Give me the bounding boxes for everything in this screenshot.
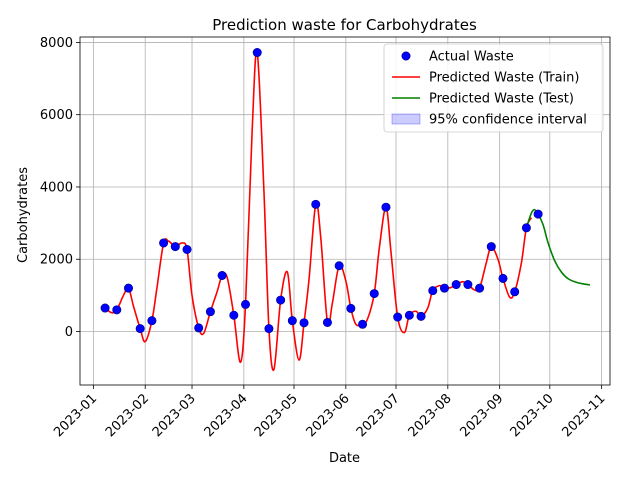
data-point	[475, 283, 485, 293]
data-point	[521, 223, 531, 233]
data-point	[276, 295, 286, 305]
axes	[79, 36, 611, 386]
legend-label: Predicted Waste (Train)	[429, 71, 579, 86]
y-axis-label: Carbohydrates	[16, 167, 31, 263]
data-point	[510, 287, 520, 297]
data-point	[100, 303, 110, 313]
data-point	[194, 323, 204, 333]
data-point	[463, 280, 473, 290]
data-point	[112, 305, 122, 315]
chart-title: Prediction waste for Carbohydrates	[212, 16, 477, 34]
x-axis-label: Date	[329, 451, 360, 466]
legend-label: 95% confidence interval	[429, 113, 587, 128]
data-point	[217, 271, 227, 281]
data-point	[170, 242, 180, 252]
data-point	[182, 244, 192, 254]
data-point	[381, 202, 391, 212]
data-point	[416, 311, 426, 321]
y-tick-label: 0	[65, 325, 73, 340]
data-point	[393, 312, 403, 322]
data-point	[486, 242, 496, 252]
legend-label: Actual Waste	[429, 50, 514, 65]
legend-marker	[401, 51, 411, 61]
data-point	[135, 324, 145, 334]
y-tick-label: 4000	[40, 180, 73, 195]
data-point	[428, 286, 438, 296]
data-point	[451, 280, 461, 290]
data-point	[159, 238, 169, 248]
data-point	[299, 318, 309, 328]
series-line-2	[525, 208, 591, 286]
data-point	[311, 199, 321, 209]
data-point	[147, 316, 157, 326]
legend-patch	[391, 113, 421, 125]
plot-area	[100, 48, 591, 372]
y-tick-label: 8000	[40, 36, 73, 51]
data-point	[229, 310, 239, 320]
data-point	[252, 48, 262, 58]
data-point	[264, 324, 274, 334]
data-point	[205, 307, 215, 317]
data-point	[346, 303, 356, 313]
y-tick-label: 2000	[40, 253, 73, 268]
data-point	[334, 261, 344, 271]
data-point	[322, 317, 332, 327]
legend-label: Predicted Waste (Test)	[429, 92, 574, 107]
data-point	[498, 273, 508, 283]
data-point	[358, 319, 368, 329]
axes-frame	[79, 36, 611, 386]
data-point	[369, 289, 379, 299]
data-point	[439, 283, 449, 293]
data-point	[404, 310, 414, 320]
data-point	[241, 299, 251, 309]
data-point	[123, 283, 133, 293]
legend-box	[383, 43, 604, 133]
data-point	[287, 316, 297, 326]
legend: Actual Waste Predicted Waste (Train) Predi…	[383, 43, 604, 133]
data-point	[533, 209, 543, 219]
y-tick-label: 6000	[40, 108, 73, 123]
